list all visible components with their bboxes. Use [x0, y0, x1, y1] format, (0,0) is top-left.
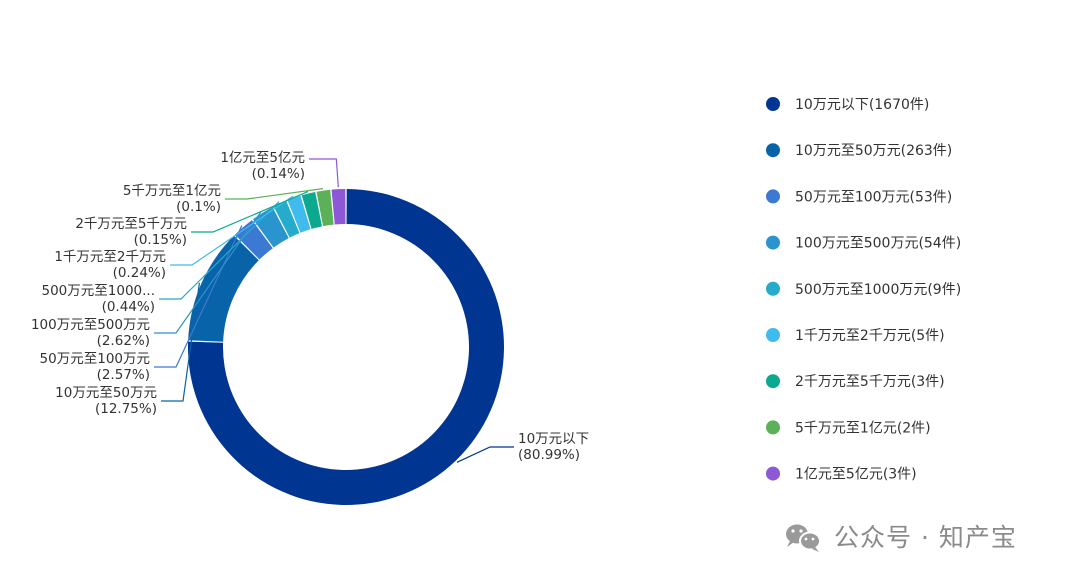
watermark: 公众号 · 知产宝 [786, 523, 1017, 552]
slice-label-name: 1千万元至2千万元 [54, 249, 166, 265]
legend-marker [766, 374, 780, 389]
label-leader-lines [154, 158, 514, 463]
legend-label: 10万元以下(1670件) [795, 97, 929, 113]
slice-label-percent: (0.15%) [134, 232, 187, 248]
slice-label-name: 2千万元至5千万元 [75, 216, 187, 232]
label-leader-line [191, 191, 309, 233]
donut-slice [188, 189, 504, 506]
slice-label-percent: (2.62%) [97, 333, 150, 349]
label-leader-line [154, 225, 243, 368]
wechat-icon [786, 524, 821, 552]
legend-item[interactable]: 10万元以下(1670件) [766, 97, 929, 113]
donut-slice [301, 192, 323, 229]
slice-label-percent: (0.14%) [252, 166, 305, 182]
legend-item[interactable]: 10万元至50万元(263件) [766, 143, 952, 159]
legend-label: 5千万元至1亿元(2件) [795, 420, 931, 436]
legend-item[interactable]: 50万元至100万元(53件) [766, 189, 952, 205]
legend-item[interactable]: 100万元至500万元(54件) [766, 235, 961, 252]
slice-label-name: 50万元至100万元 [40, 351, 150, 367]
legend-item[interactable]: 1亿元至5亿元(3件) [766, 466, 917, 483]
legend-marker [766, 281, 780, 296]
legend-label: 100万元至500万元(54件) [795, 236, 961, 252]
slice-label-percent: (80.99%) [518, 447, 580, 463]
slice-label-percent: (0.1%) [176, 199, 221, 215]
label-leader-line [309, 158, 339, 188]
legend-label: 1亿元至5亿元(3件) [795, 467, 917, 483]
legend-item[interactable]: 5千万元至1亿元(2件) [766, 420, 931, 436]
donut-slice [188, 235, 259, 342]
donut-slice [273, 200, 300, 238]
label-leader-line [159, 201, 280, 300]
label-leader-line [154, 210, 262, 334]
legend-item[interactable]: 500万元至1000万元(9件) [766, 281, 961, 298]
slice-label-percent: (0.44%) [102, 299, 155, 315]
legend-marker [766, 97, 780, 111]
slice-label-name: 100万元至500万元 [31, 317, 150, 333]
chart-legend: 10万元以下(1670件) 10万元至50万元(263件) 50万元至100万元(5… [766, 97, 961, 483]
slice-label-percent: (2.57%) [97, 367, 150, 383]
slice-label-name: 10万元以下 [518, 431, 589, 447]
slice-label-name: 10万元至50万元 [55, 385, 157, 401]
slice-label-percent: (12.75%) [95, 401, 157, 417]
legend-item[interactable]: 2千万元至5千万元(3件) [766, 374, 945, 390]
slice-label-name: 1亿元至5亿元 [220, 150, 305, 166]
donut-slice [331, 189, 346, 225]
slice-label-percent: (0.24%) [113, 265, 166, 281]
slice-labels: 10万元以下(80.99%) 10万元至50万元(12.75%) 50万元至100万… [31, 150, 589, 463]
slice-label-name: 500万元至1000... [42, 283, 156, 299]
legend-label: 500万元至1000万元(9件) [795, 282, 961, 298]
label-leader-line [170, 195, 294, 266]
donut-slice [287, 195, 311, 233]
slice-label-name: 5千万元至1亿元 [123, 183, 221, 199]
legend-label: 10万元至50万元(263件) [795, 143, 952, 159]
watermark-text: 公众号 · 知产宝 [834, 523, 1017, 552]
label-leader-line [225, 188, 324, 200]
legend-item[interactable]: 1千万元至2千万元(5件) [766, 328, 945, 344]
legend-marker [766, 328, 780, 342]
legend-label: 1千万元至2千万元(5件) [795, 328, 945, 344]
legend-marker [766, 189, 780, 204]
label-leader-line [456, 446, 514, 463]
legend-marker [766, 466, 780, 481]
legend-marker [766, 143, 780, 158]
label-leader-line [161, 282, 201, 402]
legend-label: 2千万元至5千万元(3件) [795, 374, 945, 390]
legend-marker [766, 420, 780, 435]
legend-label: 50万元至100万元(53件) [795, 189, 952, 205]
donut-slice [316, 189, 334, 227]
legend-marker [766, 235, 780, 250]
donut-slices [188, 189, 504, 506]
